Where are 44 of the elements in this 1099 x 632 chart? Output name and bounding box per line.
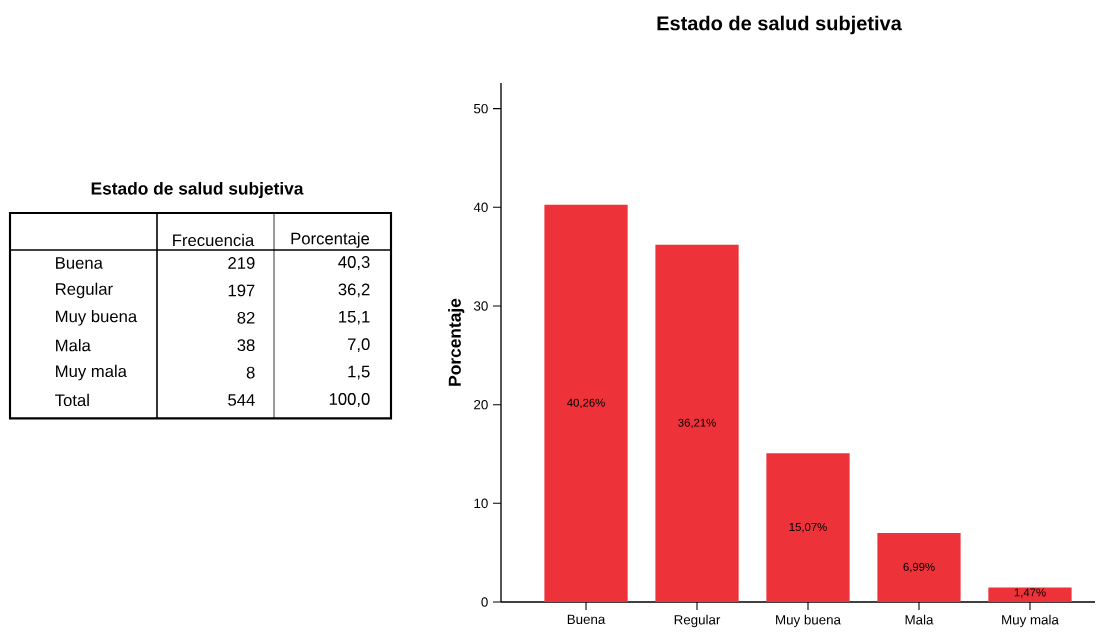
chart-title: Estado de salud subjetiva (657, 15, 902, 35)
data-label: 36,21% (678, 418, 716, 429)
bar (877, 533, 961, 602)
text: Estado de salud subjetiva (91, 181, 304, 199)
y-axis-title: Porcentaje (448, 298, 465, 386)
text: 36,2 (338, 283, 370, 298)
bar (655, 244, 739, 602)
y-tick-label: 30 (473, 301, 488, 311)
text: 40,3 (338, 256, 370, 270)
text: 38 (237, 339, 255, 352)
text: 8 (246, 366, 255, 379)
data-label: 1,47% (1014, 588, 1046, 598)
text: 1,5 (348, 365, 370, 380)
data-label: 6,99% (903, 562, 935, 573)
text: 100,0 (329, 393, 370, 407)
text: 15,1 (339, 311, 370, 325)
text: Total (55, 393, 89, 407)
y-tick-label: 0 (481, 597, 488, 607)
text: Buena (56, 257, 103, 269)
x-tick-label: Buena (567, 614, 606, 625)
text: Muy buena (56, 310, 138, 326)
y-tick-label: 20 (474, 399, 488, 410)
text: 544 (228, 394, 255, 406)
text: 7,0 (347, 338, 370, 353)
text: 197 (228, 284, 255, 297)
data-label: 40,26% (567, 398, 605, 409)
x-tick-label: Mala (905, 614, 934, 625)
bar (988, 587, 1072, 602)
text: 219 (228, 257, 255, 269)
bar (544, 204, 628, 602)
text: 82 (237, 311, 255, 324)
text: Regular (56, 282, 113, 299)
text: Muy mala (56, 364, 127, 381)
x-tick-label: Muy mala (1002, 614, 1059, 628)
x-tick-label: Muy buena (776, 614, 841, 628)
y-tick-label: 40 (473, 202, 488, 213)
text: Porcentaje (291, 232, 370, 248)
bar (766, 453, 850, 602)
x-tick-label: Regular (674, 614, 721, 628)
text: Frecuencia (173, 233, 255, 247)
y-tick-label: 10 (474, 498, 488, 509)
text: Mala (56, 339, 91, 352)
data-label: 15,07% (789, 522, 827, 533)
y-tick-label: 50 (474, 103, 488, 114)
